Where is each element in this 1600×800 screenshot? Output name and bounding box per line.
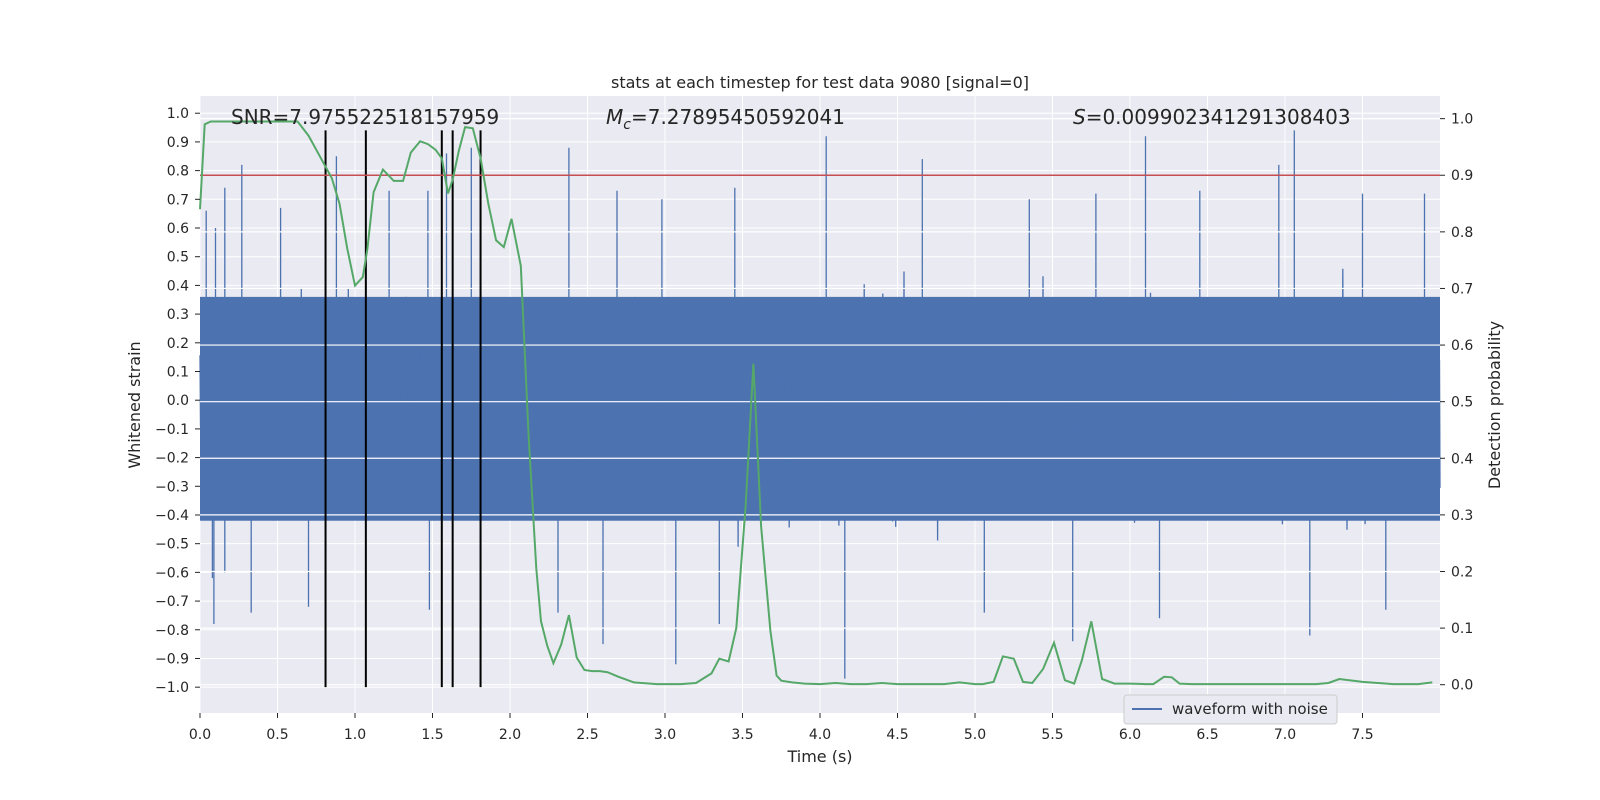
y-left-axis-label: Whitened strain — [125, 341, 144, 468]
x-tick-label: 5.5 — [1041, 727, 1063, 743]
x-tick-label: 2.0 — [499, 727, 521, 743]
x-tick-label: 6.0 — [1119, 727, 1141, 743]
y-right-tick-label: 0.8 — [1451, 225, 1473, 241]
snr-annotation: SNR=7.975522518157959 — [231, 105, 499, 129]
y-right-axis-ticks: 1.0 0.9 0.8 0.7 0.6 0.5 0.4 0.3 0.2 0.1 0.0 — [1440, 112, 1473, 694]
y-left-tick-label: 0.9 — [167, 135, 189, 151]
chirp-mass-value: =7.27895450592041 — [631, 105, 845, 129]
y-left-tick-label: 0.6 — [167, 221, 189, 237]
y-right-tick-label: 0.5 — [1451, 395, 1473, 411]
y-right-tick-label: 0.3 — [1451, 508, 1473, 524]
x-tick-label: 4.0 — [809, 727, 831, 743]
y-right-tick-label: 0.7 — [1451, 281, 1473, 297]
y-left-tick-label: 0.3 — [167, 307, 189, 323]
x-axis-label: Time (s) — [786, 747, 852, 766]
y-left-tick-label: −1.0 — [155, 680, 189, 696]
y-left-axis-ticks: 1.0 0.9 0.8 0.7 0.6 0.5 0.4 0.3 0.2 0.1 0.0 −0.1 −0.… — [155, 106, 200, 696]
x-tick-label: 6.5 — [1196, 727, 1218, 743]
y-right-tick-label: 0.4 — [1451, 451, 1473, 467]
y-right-tick-label: 0.2 — [1451, 564, 1473, 580]
probability-series — [199, 120, 1433, 686]
legend-box — [1123, 694, 1338, 725]
y-right-tick-label: 0.0 — [1451, 678, 1473, 694]
y-left-tick-label: 0.5 — [167, 250, 189, 266]
chirp-mass-symbol: M — [606, 105, 623, 129]
x-tick-label: 0.5 — [266, 727, 288, 743]
y-left-tick-label: −0.1 — [155, 422, 189, 438]
y-left-tick-label: −0.7 — [155, 594, 189, 610]
x-tick-label: 5.0 — [964, 727, 986, 743]
y-left-tick-label: −0.6 — [155, 565, 189, 581]
x-tick-label: 1.5 — [421, 727, 443, 743]
legend-label: waveform with noise — [1172, 700, 1328, 718]
y-left-tick-label: 0.0 — [167, 393, 189, 409]
s-value: =0.009902341291308403 — [1086, 105, 1351, 129]
x-tick-label: 1.0 — [344, 727, 366, 743]
y-right-tick-label: 0.1 — [1451, 621, 1473, 637]
x-tick-label: 3.5 — [731, 727, 753, 743]
y-left-tick-label: 0.7 — [167, 192, 189, 208]
y-left-tick-label: 1.0 — [167, 106, 189, 122]
y-right-tick-label: 0.6 — [1451, 338, 1473, 354]
event-lines — [324, 130, 482, 688]
y-right-tick-label: 1.0 — [1451, 112, 1473, 128]
legend: waveform with noise — [1123, 694, 1338, 725]
x-tick-label: 7.0 — [1274, 727, 1296, 743]
y-right-axis-label: Detection probability — [1485, 321, 1504, 489]
x-tick-label: 7.5 — [1351, 727, 1373, 743]
y-left-tick-label: −0.9 — [155, 651, 189, 667]
probability-line — [199, 120, 1433, 686]
y-left-tick-label: −0.4 — [155, 508, 189, 524]
y-left-tick-label: 0.1 — [167, 364, 189, 380]
strain-line — [199, 130, 1441, 679]
x-tick-label: 3.0 — [654, 727, 676, 743]
y-left-tick-label: −0.8 — [155, 623, 189, 639]
y-left-tick-label: 0.2 — [167, 336, 189, 352]
strain-series — [199, 130, 1441, 679]
chirp-mass-annotation: Mc=7.27895450592041 — [606, 105, 845, 133]
y-left-tick-label: 0.4 — [167, 278, 189, 294]
x-tick-label: 4.5 — [886, 727, 908, 743]
x-axis-ticks: 0.0 0.5 1.0 1.5 2.0 2.5 3.0 3.5 4.0 4.5 5.0 5.5 6.0 6… — [189, 713, 1374, 743]
x-tick-label: 2.5 — [576, 727, 598, 743]
chirp-mass-subscript: c — [623, 117, 631, 133]
s-symbol: S — [1073, 105, 1086, 129]
y-left-tick-label: −0.5 — [155, 537, 189, 553]
s-annotation: S=0.009902341291308403 — [1073, 105, 1351, 129]
y-left-tick-label: −0.2 — [155, 451, 189, 467]
x-tick-label: 0.0 — [189, 727, 211, 743]
y-right-tick-label: 0.9 — [1451, 168, 1473, 184]
chart-title: stats at each timestep for test data 908… — [611, 73, 1029, 92]
y-left-tick-label: −0.3 — [155, 479, 189, 495]
y-left-tick-label: 0.8 — [167, 164, 189, 180]
